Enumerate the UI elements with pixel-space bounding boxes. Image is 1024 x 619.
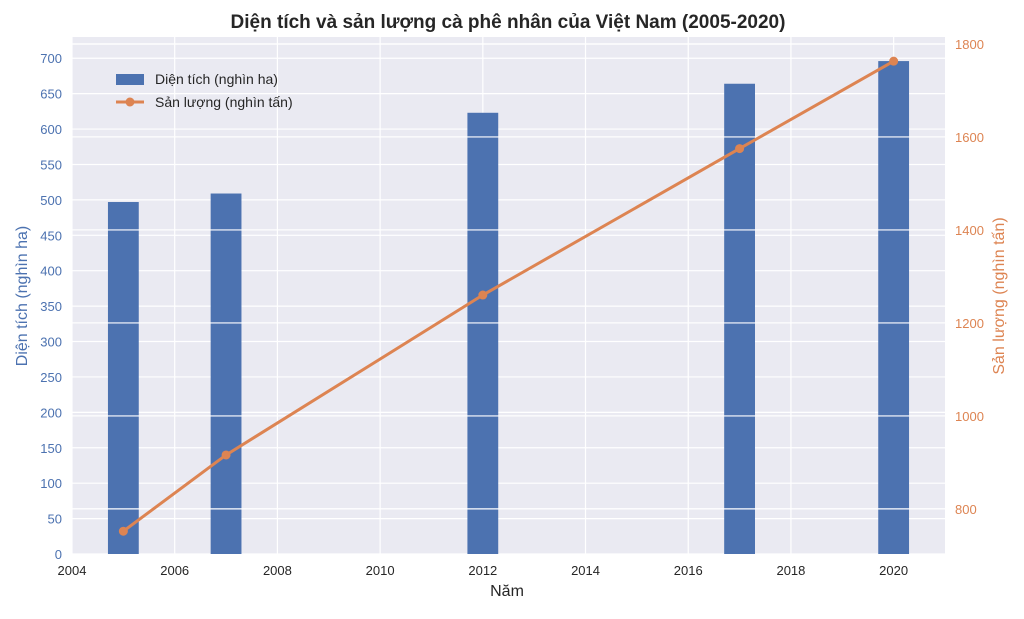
legend-area-label: Diện tích (nghìn ha) [155, 71, 278, 87]
y-left-tick-label: 550 [40, 157, 62, 172]
chart-title: Diện tích và sản lượng cà phê nhân của V… [231, 12, 786, 33]
y-left-tick-label: 150 [40, 441, 62, 456]
y-left-tick-label: 650 [40, 87, 62, 102]
plot-area [72, 37, 945, 554]
right-y-axis-label: Sản lượng (nghìn tấn) [991, 217, 1008, 374]
x-tick-label: 2006 [160, 563, 189, 578]
y-left-tick-label: 600 [40, 122, 62, 137]
area-bar [878, 61, 910, 554]
x-tick-label: 2008 [263, 563, 292, 578]
production-point [478, 290, 488, 300]
legend: Diện tích (nghìn ha) Sản lượng (nghìn tấ… [116, 71, 293, 110]
y-left-tick-label: 450 [40, 228, 62, 243]
area-bar [210, 193, 242, 555]
x-tick-label: 2010 [366, 563, 395, 578]
left-y-axis-ticks: 0 50 100 150 200 250 300 350 400 450 500 550 600 650 7… [40, 51, 62, 562]
y-right-tick-label: 1000 [955, 409, 984, 424]
production-point [118, 526, 128, 536]
y-left-tick-label: 0 [55, 547, 62, 562]
y-right-tick-label: 1600 [955, 130, 984, 145]
y-left-tick-label: 400 [40, 264, 62, 279]
production-point [735, 144, 745, 154]
x-tick-label: 2018 [776, 563, 805, 578]
x-tick-label: 2004 [58, 563, 87, 578]
area-bar [467, 112, 499, 554]
y-left-tick-label: 250 [40, 370, 62, 385]
x-axis-ticks: 2004 2006 2008 2010 2012 2014 2016 2018 2020 [58, 563, 909, 578]
left-y-axis-label: Diện tích (nghìn ha) [14, 226, 31, 367]
area-bar [724, 83, 755, 554]
right-y-axis-ticks: 800 1000 1200 1400 1600 1800 [955, 37, 984, 517]
y-left-tick-label: 200 [40, 405, 62, 420]
x-tick-label: 2012 [468, 563, 497, 578]
legend-production-label: Sản lượng (nghìn tấn) [155, 94, 293, 110]
x-tick-label: 2020 [879, 563, 908, 578]
y-right-tick-label: 800 [955, 502, 977, 517]
production-line-series [118, 56, 899, 536]
y-left-tick-label: 700 [40, 51, 62, 66]
area-bar [107, 202, 139, 554]
y-left-tick-label: 300 [40, 335, 62, 350]
legend-production-marker [125, 97, 135, 107]
y-left-tick-label: 500 [40, 193, 62, 208]
y-left-tick-label: 100 [40, 476, 62, 491]
production-point [889, 56, 899, 66]
legend-area-swatch [116, 74, 144, 85]
y-right-tick-label: 1800 [955, 37, 984, 52]
x-tick-label: 2014 [571, 563, 600, 578]
y-right-tick-label: 1200 [955, 316, 984, 331]
y-right-tick-label: 1400 [955, 223, 984, 238]
x-axis-label: Năm [490, 583, 524, 600]
y-left-tick-label: 350 [40, 299, 62, 314]
x-tick-label: 2016 [674, 563, 703, 578]
y-left-tick-label: 50 [48, 512, 62, 527]
production-point [221, 450, 231, 460]
area-bars [72, 43, 945, 555]
